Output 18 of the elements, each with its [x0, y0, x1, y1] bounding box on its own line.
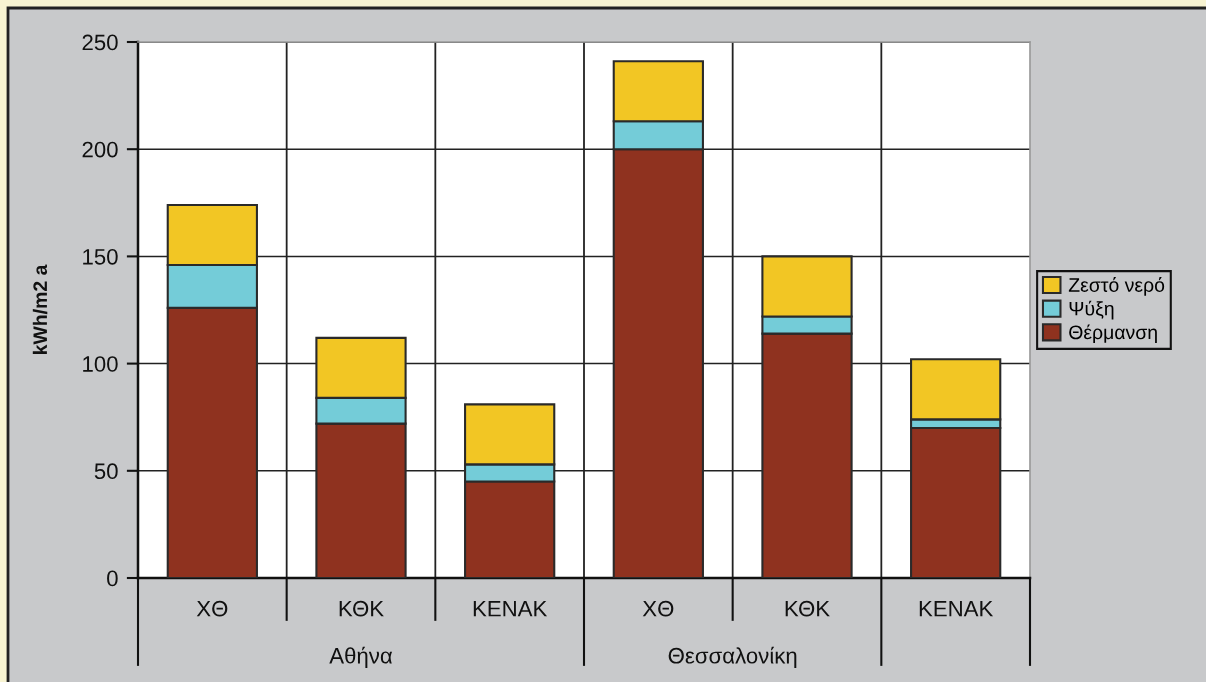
y-tick-label: 250 [82, 34, 118, 51]
y-tick-label: 200 [82, 141, 118, 158]
x-tick-label: ΚΘΚ [785, 600, 830, 617]
y-tick-label: 100 [83, 356, 118, 372]
legend-label: Ζεστό νερό [1068, 277, 1165, 296]
x-tick-label: ΚΕΝΑΚ [919, 601, 994, 617]
legend-label: Θέρμανση [1069, 324, 1157, 344]
x-tick-label: ΚΕΝΑΚ [473, 601, 548, 617]
legend-label: Ψύξη [1069, 300, 1114, 320]
text: Αθήνα [329, 646, 393, 668]
x-tick-label: ΧΘ [642, 600, 674, 617]
y-tick-label: 50 [94, 463, 118, 480]
x-tick-label: ΧΘ [196, 600, 228, 617]
x-tick-label: ΚΘΚ [339, 600, 384, 617]
y-tick-label: 0 [107, 570, 118, 587]
text: Θεσσαλονίκη [668, 646, 797, 668]
y-axis-title: kWh/m2 a [32, 264, 48, 355]
y-tick-label: 150 [83, 248, 118, 265]
